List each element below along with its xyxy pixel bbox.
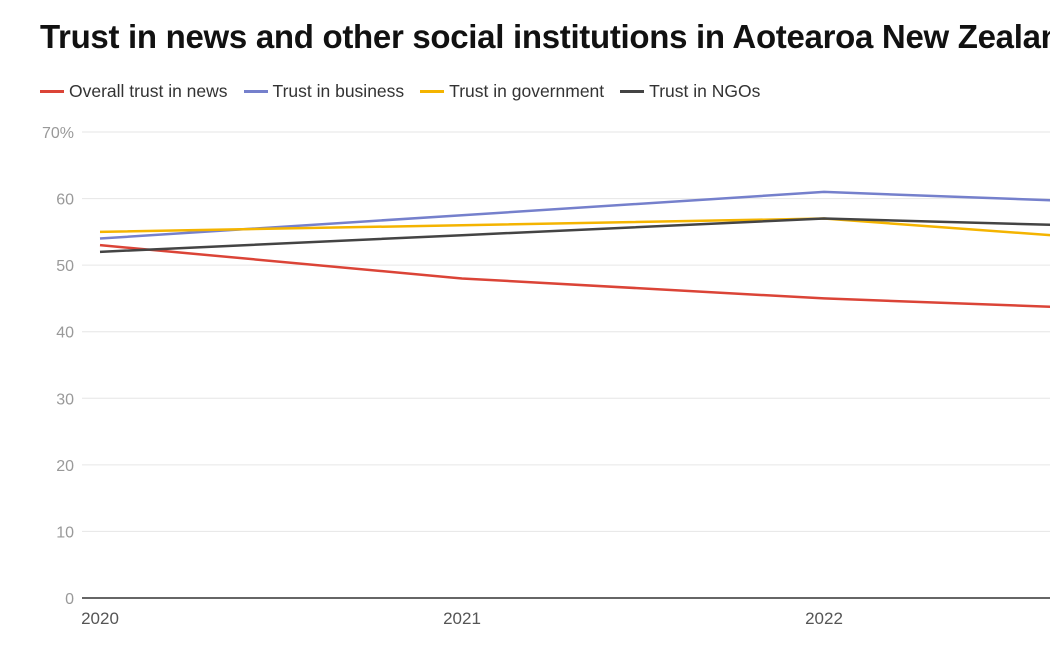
legend-swatch [420,89,445,93]
series-line [99,217,1050,237]
series-line [99,190,1050,240]
legend-label: Overall trust in news [69,80,228,101]
y-tick-label: 30 [56,391,74,408]
y-tick-label: 50 [56,258,74,275]
legend-item: Trust in government [420,81,604,102]
y-tick-label: 0 [65,591,74,608]
y-tick-label: 60 [56,192,74,209]
y-tick-label: 20 [56,458,74,475]
x-tick-label: 2020 [81,609,119,628]
legend-swatch [40,89,64,93]
legend-label: Trust in government [449,80,605,101]
x-tick-label: 2021 [443,609,481,628]
legend-swatch [620,89,645,93]
legend-swatch [243,89,268,93]
y-tick-label: 40 [56,325,74,342]
series-line [99,243,1050,308]
legend-label: Trust in business [272,80,405,101]
legend-item: Overall trust in news [40,81,228,102]
y-tick-label: 70% [42,125,74,142]
y-tick-label: 10 [56,524,74,541]
legend-label: Trust in NGOs [649,80,761,101]
chart-title: Trust in news and other social instituti… [40,18,1050,55]
x-tick-label: 2022 [805,609,843,628]
chart-legend: Overall trust in news Trust in business Tr… [40,80,776,102]
series-line [99,217,1050,254]
legend-item: Trust in business [243,80,405,102]
legend-item: Trust in NGOs [620,81,760,102]
